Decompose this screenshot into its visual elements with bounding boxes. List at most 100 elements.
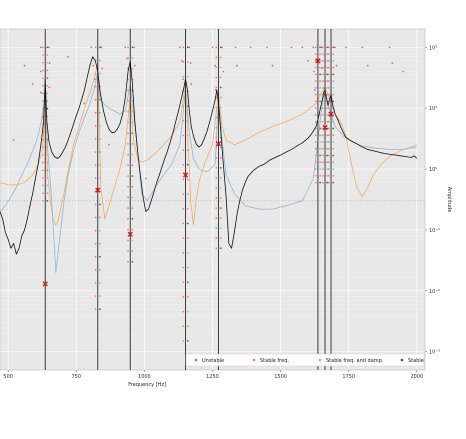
- stable-pole: [99, 59, 101, 62]
- unstable-pole: [312, 70, 315, 73]
- stable-freq-pole: [321, 154, 324, 157]
- selected-pole-marker: [315, 58, 321, 64]
- stable-freq-pole: [327, 168, 330, 170]
- stable-freq-pole: [94, 85, 97, 88]
- stable-pole: [319, 100, 321, 103]
- unstable-pole: [236, 64, 238, 67]
- selected-pole-stroke: [328, 111, 334, 117]
- unstable-pole: [48, 86, 51, 89]
- stable-freq-pole: [42, 153, 44, 156]
- stable-pole: [46, 77, 49, 79]
- stable-freq-pole: [127, 46, 129, 49]
- stable-freq-pole: [314, 66, 317, 69]
- stable-pole: [131, 207, 134, 210]
- stable-pole: [326, 147, 329, 150]
- stable-freq-pole: [182, 149, 185, 151]
- stable-pole: [219, 46, 222, 49]
- stable-freq-pole: [215, 167, 218, 169]
- legend-marker: [194, 358, 198, 362]
- stable-freq-pole: [127, 185, 129, 188]
- stable-freq-pole: [182, 61, 185, 63]
- selected-pole-marker: [322, 124, 328, 131]
- stable-freq-pole: [215, 46, 218, 49]
- stable-pole: [46, 61, 49, 64]
- stable-freq-pole: [321, 141, 324, 143]
- stable-pole: [326, 114, 329, 116]
- stable-freq-pole: [94, 111, 97, 114]
- stable-pole: [46, 192, 49, 195]
- stable-pole: [326, 66, 329, 69]
- stable-pole: [99, 203, 101, 206]
- stable-pole: [219, 197, 222, 199]
- stable-pole: [99, 46, 101, 49]
- stable-freq-pole: [94, 98, 97, 101]
- stable-freq-pole: [127, 57, 129, 59]
- x-tick-label: 1750: [342, 374, 355, 380]
- unstable-pole: [249, 46, 252, 49]
- stable-freq-pole: [314, 114, 317, 116]
- stable-pole: [332, 141, 335, 143]
- legend-label: Stable freq.: [260, 358, 289, 364]
- y-tick-label: 10⁰: [429, 167, 437, 173]
- stable-freq-pole: [127, 228, 129, 231]
- stable-freq-pole: [215, 197, 218, 199]
- stable-freq-pole: [94, 216, 97, 219]
- stable-freq-pole: [215, 187, 218, 189]
- unstable-pole: [320, 46, 323, 49]
- unstable-pole: [40, 91, 42, 94]
- stable-freq-pole: [215, 66, 218, 69]
- stable-freq-pole: [321, 87, 324, 89]
- stable-pole: [319, 59, 321, 62]
- stable-pole: [326, 80, 329, 82]
- stable-freq-pole: [182, 163, 185, 166]
- stable-pole: [332, 147, 335, 150]
- stable-freq-pole: [42, 92, 44, 95]
- stable-freq-pole: [321, 161, 324, 164]
- selected-pole-marker: [95, 187, 101, 193]
- stable-freq-pole: [314, 100, 317, 103]
- y-tick-label: 10¹: [429, 106, 437, 112]
- stable-pole: [332, 93, 335, 96]
- stable-freq-pole: [94, 255, 97, 258]
- stable-freq-pole: [94, 125, 97, 127]
- legend-label: Stable freq. and damp.: [326, 358, 384, 364]
- stable-freq-pole: [127, 260, 129, 263]
- stable-pole: [46, 46, 49, 49]
- stable-pole: [319, 87, 321, 89]
- stable-freq-pole: [314, 73, 317, 76]
- selected-poles: [42, 58, 334, 287]
- stable-pole: [186, 163, 189, 166]
- stable-pole: [219, 227, 222, 230]
- stable-pole: [186, 193, 189, 195]
- stable-freq-pole: [327, 127, 330, 130]
- stable-freq-pole: [182, 281, 185, 284]
- unstable-pole: [234, 46, 237, 49]
- stable-pole: [186, 310, 189, 313]
- stable-pole: [186, 296, 189, 298]
- stable-pole: [326, 73, 329, 76]
- stable-pole: [99, 269, 101, 271]
- stable-freq-pole: [314, 59, 317, 62]
- stable-freq-pole: [321, 46, 324, 49]
- unstable-pole: [101, 67, 104, 70]
- stable-pole: [46, 184, 49, 187]
- stable-pole: [131, 46, 134, 49]
- stable-pole: [332, 127, 335, 130]
- stable-freq-pole: [182, 340, 185, 342]
- stable-freq-pole: [182, 252, 185, 254]
- stable-freq-pole: [314, 141, 317, 143]
- stable-pole: [99, 111, 101, 114]
- legend-label: Unstable: [202, 358, 224, 364]
- unstable-pole: [108, 143, 110, 146]
- stable-freq-pole: [321, 147, 324, 150]
- stable-pole: [219, 96, 222, 99]
- stable-pole: [319, 73, 321, 76]
- stable-freq-pole: [94, 242, 97, 245]
- x-axis-label: Frequency [Hz]: [128, 382, 166, 388]
- stable-freq-pole: [42, 54, 44, 56]
- stable-pole: [131, 228, 134, 231]
- stable-pole: [326, 174, 329, 177]
- stable-pole: [186, 325, 189, 328]
- stable-freq-pole: [182, 193, 185, 195]
- stable-pole: [186, 75, 189, 78]
